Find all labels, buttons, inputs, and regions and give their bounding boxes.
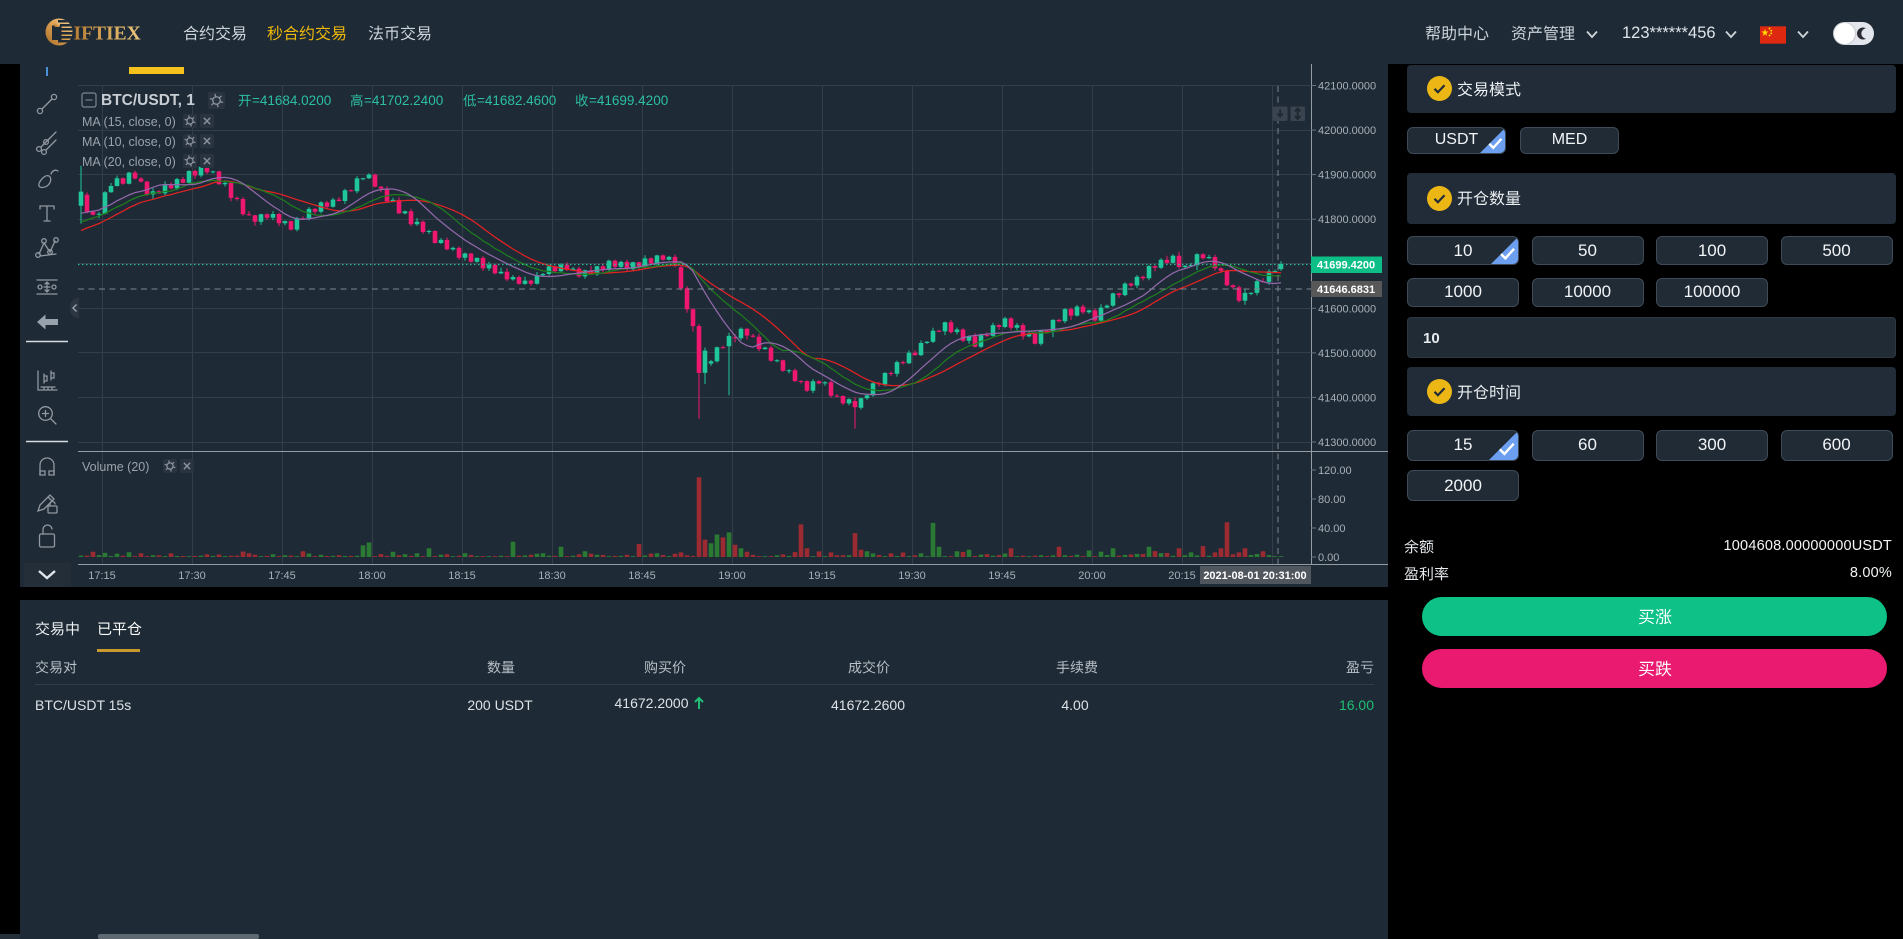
svg-text:0.00: 0.00 xyxy=(1318,552,1339,564)
svg-text:17:30: 17:30 xyxy=(178,570,206,582)
svg-text:18:30: 18:30 xyxy=(538,570,566,582)
svg-text:20:00: 20:00 xyxy=(1078,570,1106,582)
svg-text:19:00: 19:00 xyxy=(718,570,746,582)
svg-text:41699.4200: 41699.4200 xyxy=(1317,260,1375,272)
svg-text:18:15: 18:15 xyxy=(448,570,476,582)
svg-text:42000.0000: 42000.0000 xyxy=(1318,125,1376,137)
svg-text:41800.0000: 41800.0000 xyxy=(1318,214,1376,226)
svg-text:=41702.2400: =41702.2400 xyxy=(364,93,443,108)
svg-text:40.00: 40.00 xyxy=(1318,523,1346,535)
svg-text:42100.0000: 42100.0000 xyxy=(1318,81,1376,93)
svg-text:120.00: 120.00 xyxy=(1318,465,1352,477)
svg-text:20:15: 20:15 xyxy=(1168,570,1196,582)
svg-text:41646.6831: 41646.6831 xyxy=(1317,284,1375,296)
svg-text:41600.0000: 41600.0000 xyxy=(1318,303,1376,315)
svg-text:41900.0000: 41900.0000 xyxy=(1318,170,1376,182)
svg-text:Volume (20): Volume (20) xyxy=(82,460,149,474)
svg-text:=41699.4200: =41699.4200 xyxy=(589,93,668,108)
svg-text:19:45: 19:45 xyxy=(988,570,1016,582)
svg-text:80.00: 80.00 xyxy=(1318,494,1346,506)
svg-text:41400.0000: 41400.0000 xyxy=(1318,392,1376,404)
svg-text:17:45: 17:45 xyxy=(268,570,296,582)
svg-text:18:00: 18:00 xyxy=(358,570,386,582)
svg-text:BTC/USDT, 1: BTC/USDT, 1 xyxy=(101,92,195,109)
svg-text:=41684.0200: =41684.0200 xyxy=(252,93,331,108)
svg-text:17:15: 17:15 xyxy=(88,570,116,582)
svg-text:41500.0000: 41500.0000 xyxy=(1318,348,1376,360)
svg-text:MA (15, close, 0): MA (15, close, 0) xyxy=(82,115,176,129)
svg-text:MA (10, close, 0): MA (10, close, 0) xyxy=(82,135,176,149)
svg-text:MA (20, close, 0): MA (20, close, 0) xyxy=(82,155,176,169)
svg-text:19:30: 19:30 xyxy=(898,570,926,582)
svg-text:18:45: 18:45 xyxy=(628,570,656,582)
svg-text:19:15: 19:15 xyxy=(808,570,836,582)
svg-text:2021-08-01 20:31:00: 2021-08-01 20:31:00 xyxy=(1203,570,1306,582)
svg-text:IFTIEX: IFTIEX xyxy=(74,24,141,45)
svg-text:41300.0000: 41300.0000 xyxy=(1318,437,1376,449)
svg-text:=41682.4600: =41682.4600 xyxy=(477,93,556,108)
